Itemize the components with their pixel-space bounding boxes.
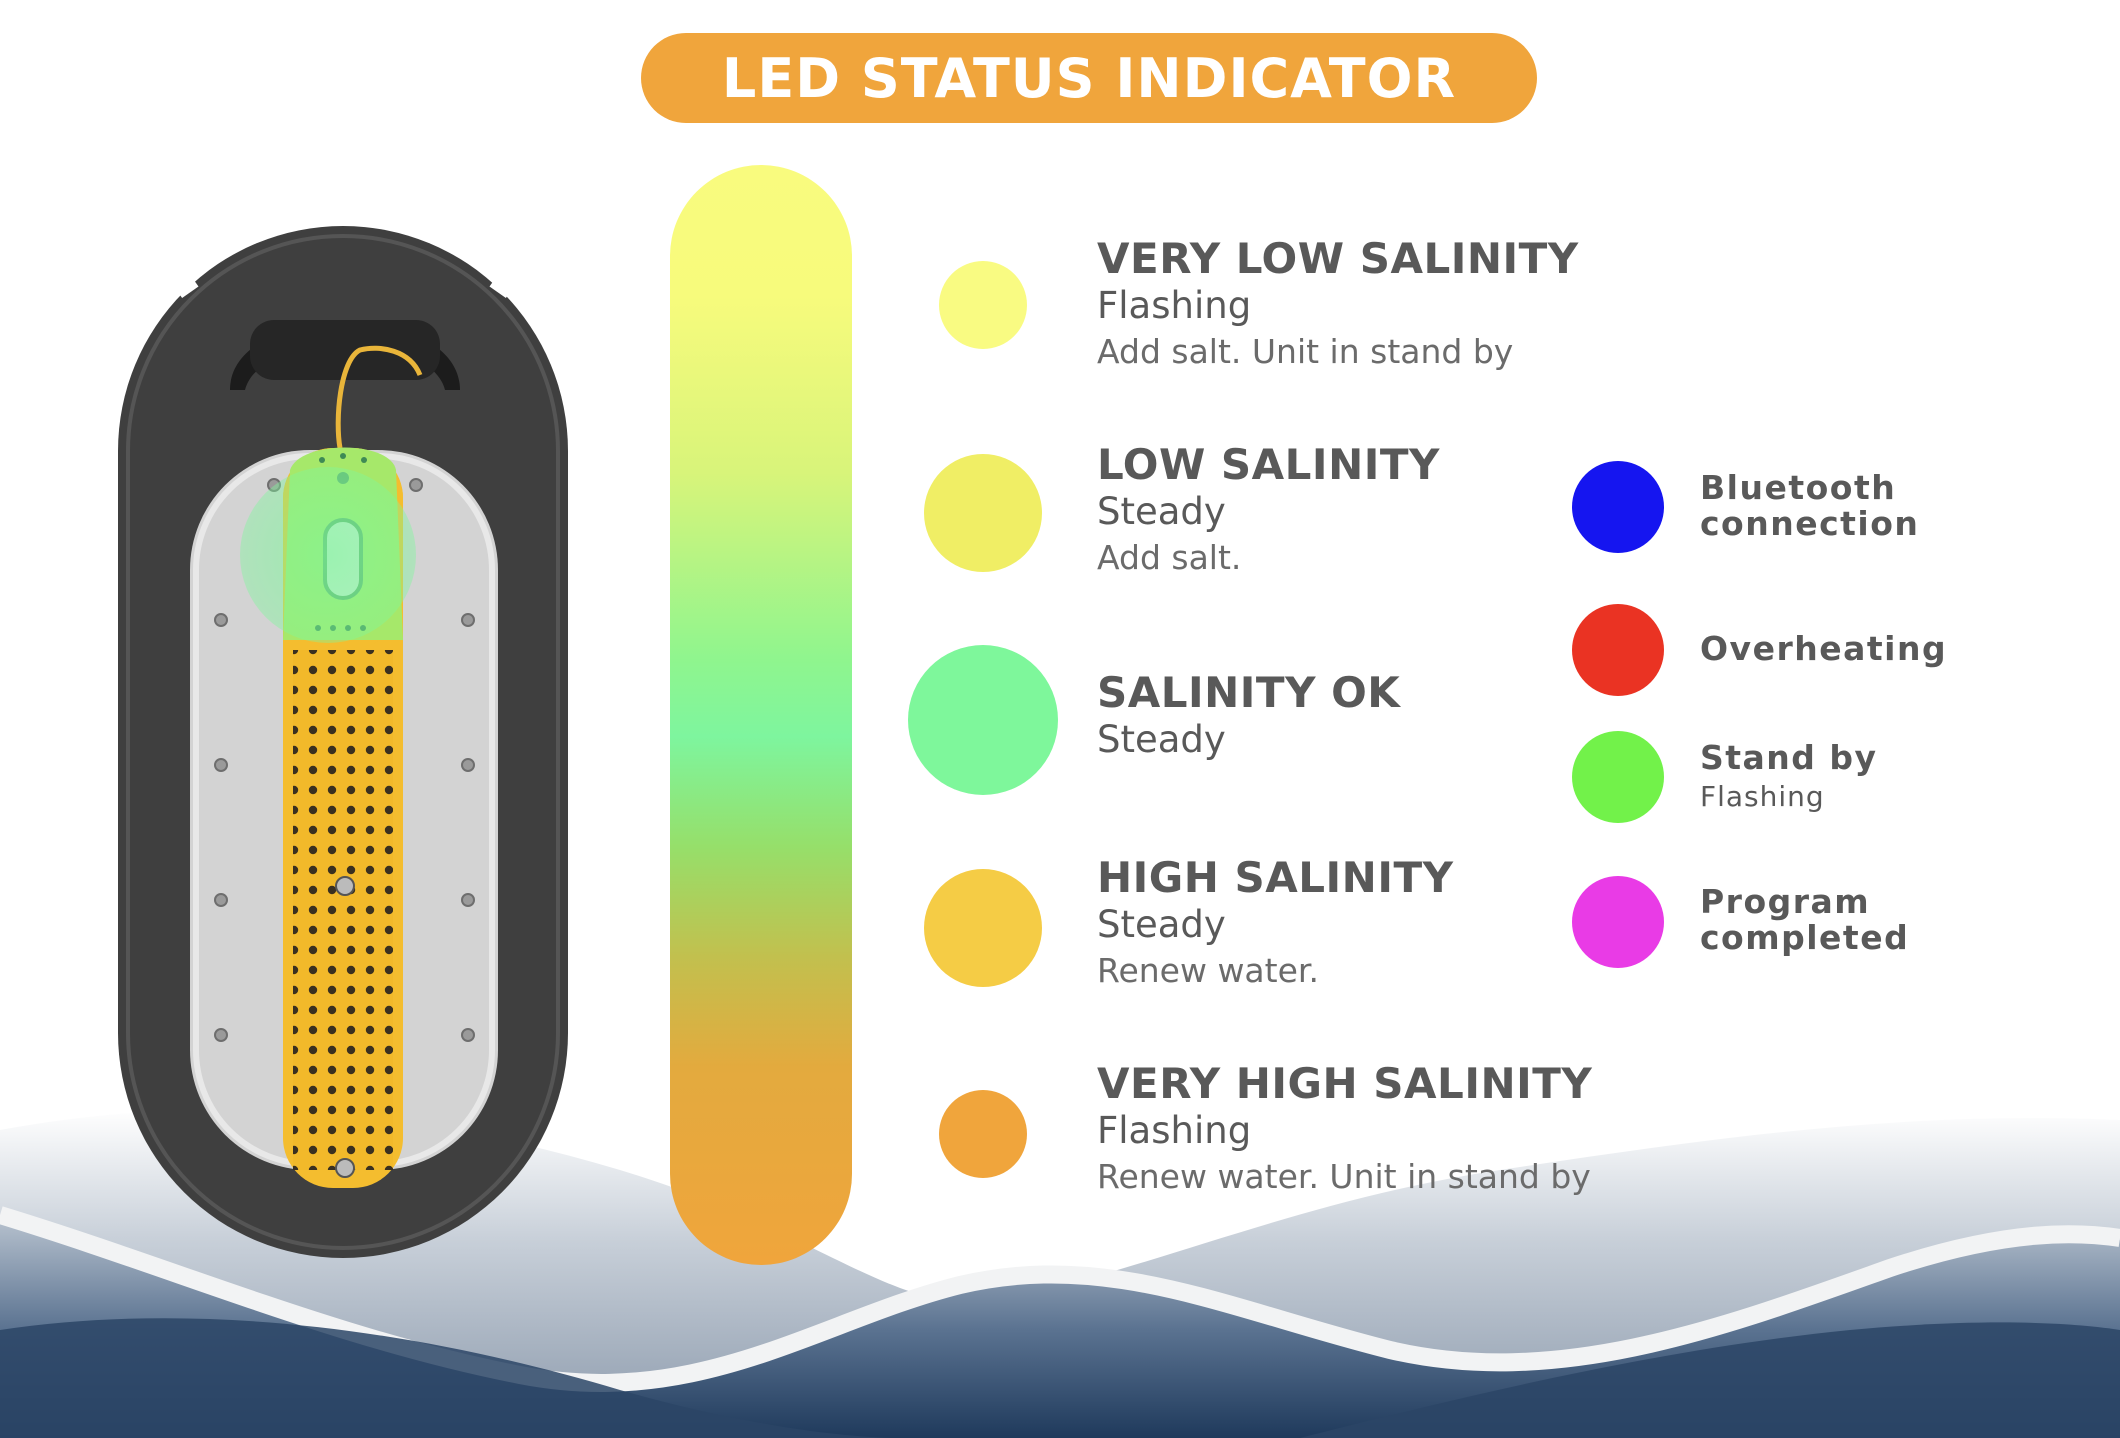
- low-salinity-title: LOW SALINITY: [1097, 440, 1440, 489]
- overheating-label: Overheating: [1700, 629, 1948, 668]
- stand-by-sub-label: Flashing: [1700, 780, 1825, 813]
- very-low-salinity-note: Add salt. Unit in stand by: [1097, 332, 1514, 371]
- program-completed-label-line2: completed: [1700, 918, 1910, 957]
- high-salinity-note: Renew water.: [1097, 951, 1319, 990]
- title-banner: LED STATUS INDICATOR: [641, 33, 1537, 123]
- bluetooth-connection-label-line2: connection: [1700, 504, 1920, 543]
- program-completed-label-line1: Program: [1700, 882, 1871, 921]
- stand-by-dot: [1572, 731, 1664, 823]
- salinity-gradient-bar: [670, 165, 852, 1265]
- very-low-salinity-mode: Flashing: [1097, 284, 1252, 327]
- overheating-dot: [1572, 604, 1664, 696]
- very-high-salinity-title: VERY HIGH SALINITY: [1097, 1059, 1593, 1108]
- device-cable: [335, 345, 423, 449]
- bluetooth-connection-dot: [1572, 461, 1664, 553]
- high-salinity-dot: [924, 869, 1042, 987]
- high-salinity-title: HIGH SALINITY: [1097, 853, 1454, 902]
- low-salinity-dot: [924, 454, 1042, 572]
- low-salinity-mode: Steady: [1097, 490, 1226, 533]
- wave-front-right: [1300, 1322, 2120, 1438]
- very-high-salinity-mode: Flashing: [1097, 1109, 1252, 1152]
- stand-by-label: Stand by: [1700, 738, 1878, 777]
- very-low-salinity-title: VERY LOW SALINITY: [1097, 234, 1579, 283]
- very-high-salinity-note: Renew water. Unit in stand by: [1097, 1157, 1591, 1196]
- salinity-ok-dot: [908, 645, 1058, 795]
- very-high-salinity-dot: [939, 1090, 1027, 1178]
- wave-front: [0, 1318, 900, 1438]
- led-glow: [240, 467, 416, 643]
- program-completed-dot: [1572, 876, 1664, 968]
- low-salinity-note: Add salt.: [1097, 538, 1242, 577]
- salinity-ok-title: SALINITY OK: [1097, 668, 1401, 717]
- high-salinity-mode: Steady: [1097, 903, 1226, 946]
- page-title: LED STATUS INDICATOR: [721, 46, 1457, 110]
- salinity-ok-mode: Steady: [1097, 718, 1226, 761]
- very-low-salinity-dot: [939, 261, 1027, 349]
- bluetooth-connection-label-line1: Bluetooth: [1700, 468, 1897, 507]
